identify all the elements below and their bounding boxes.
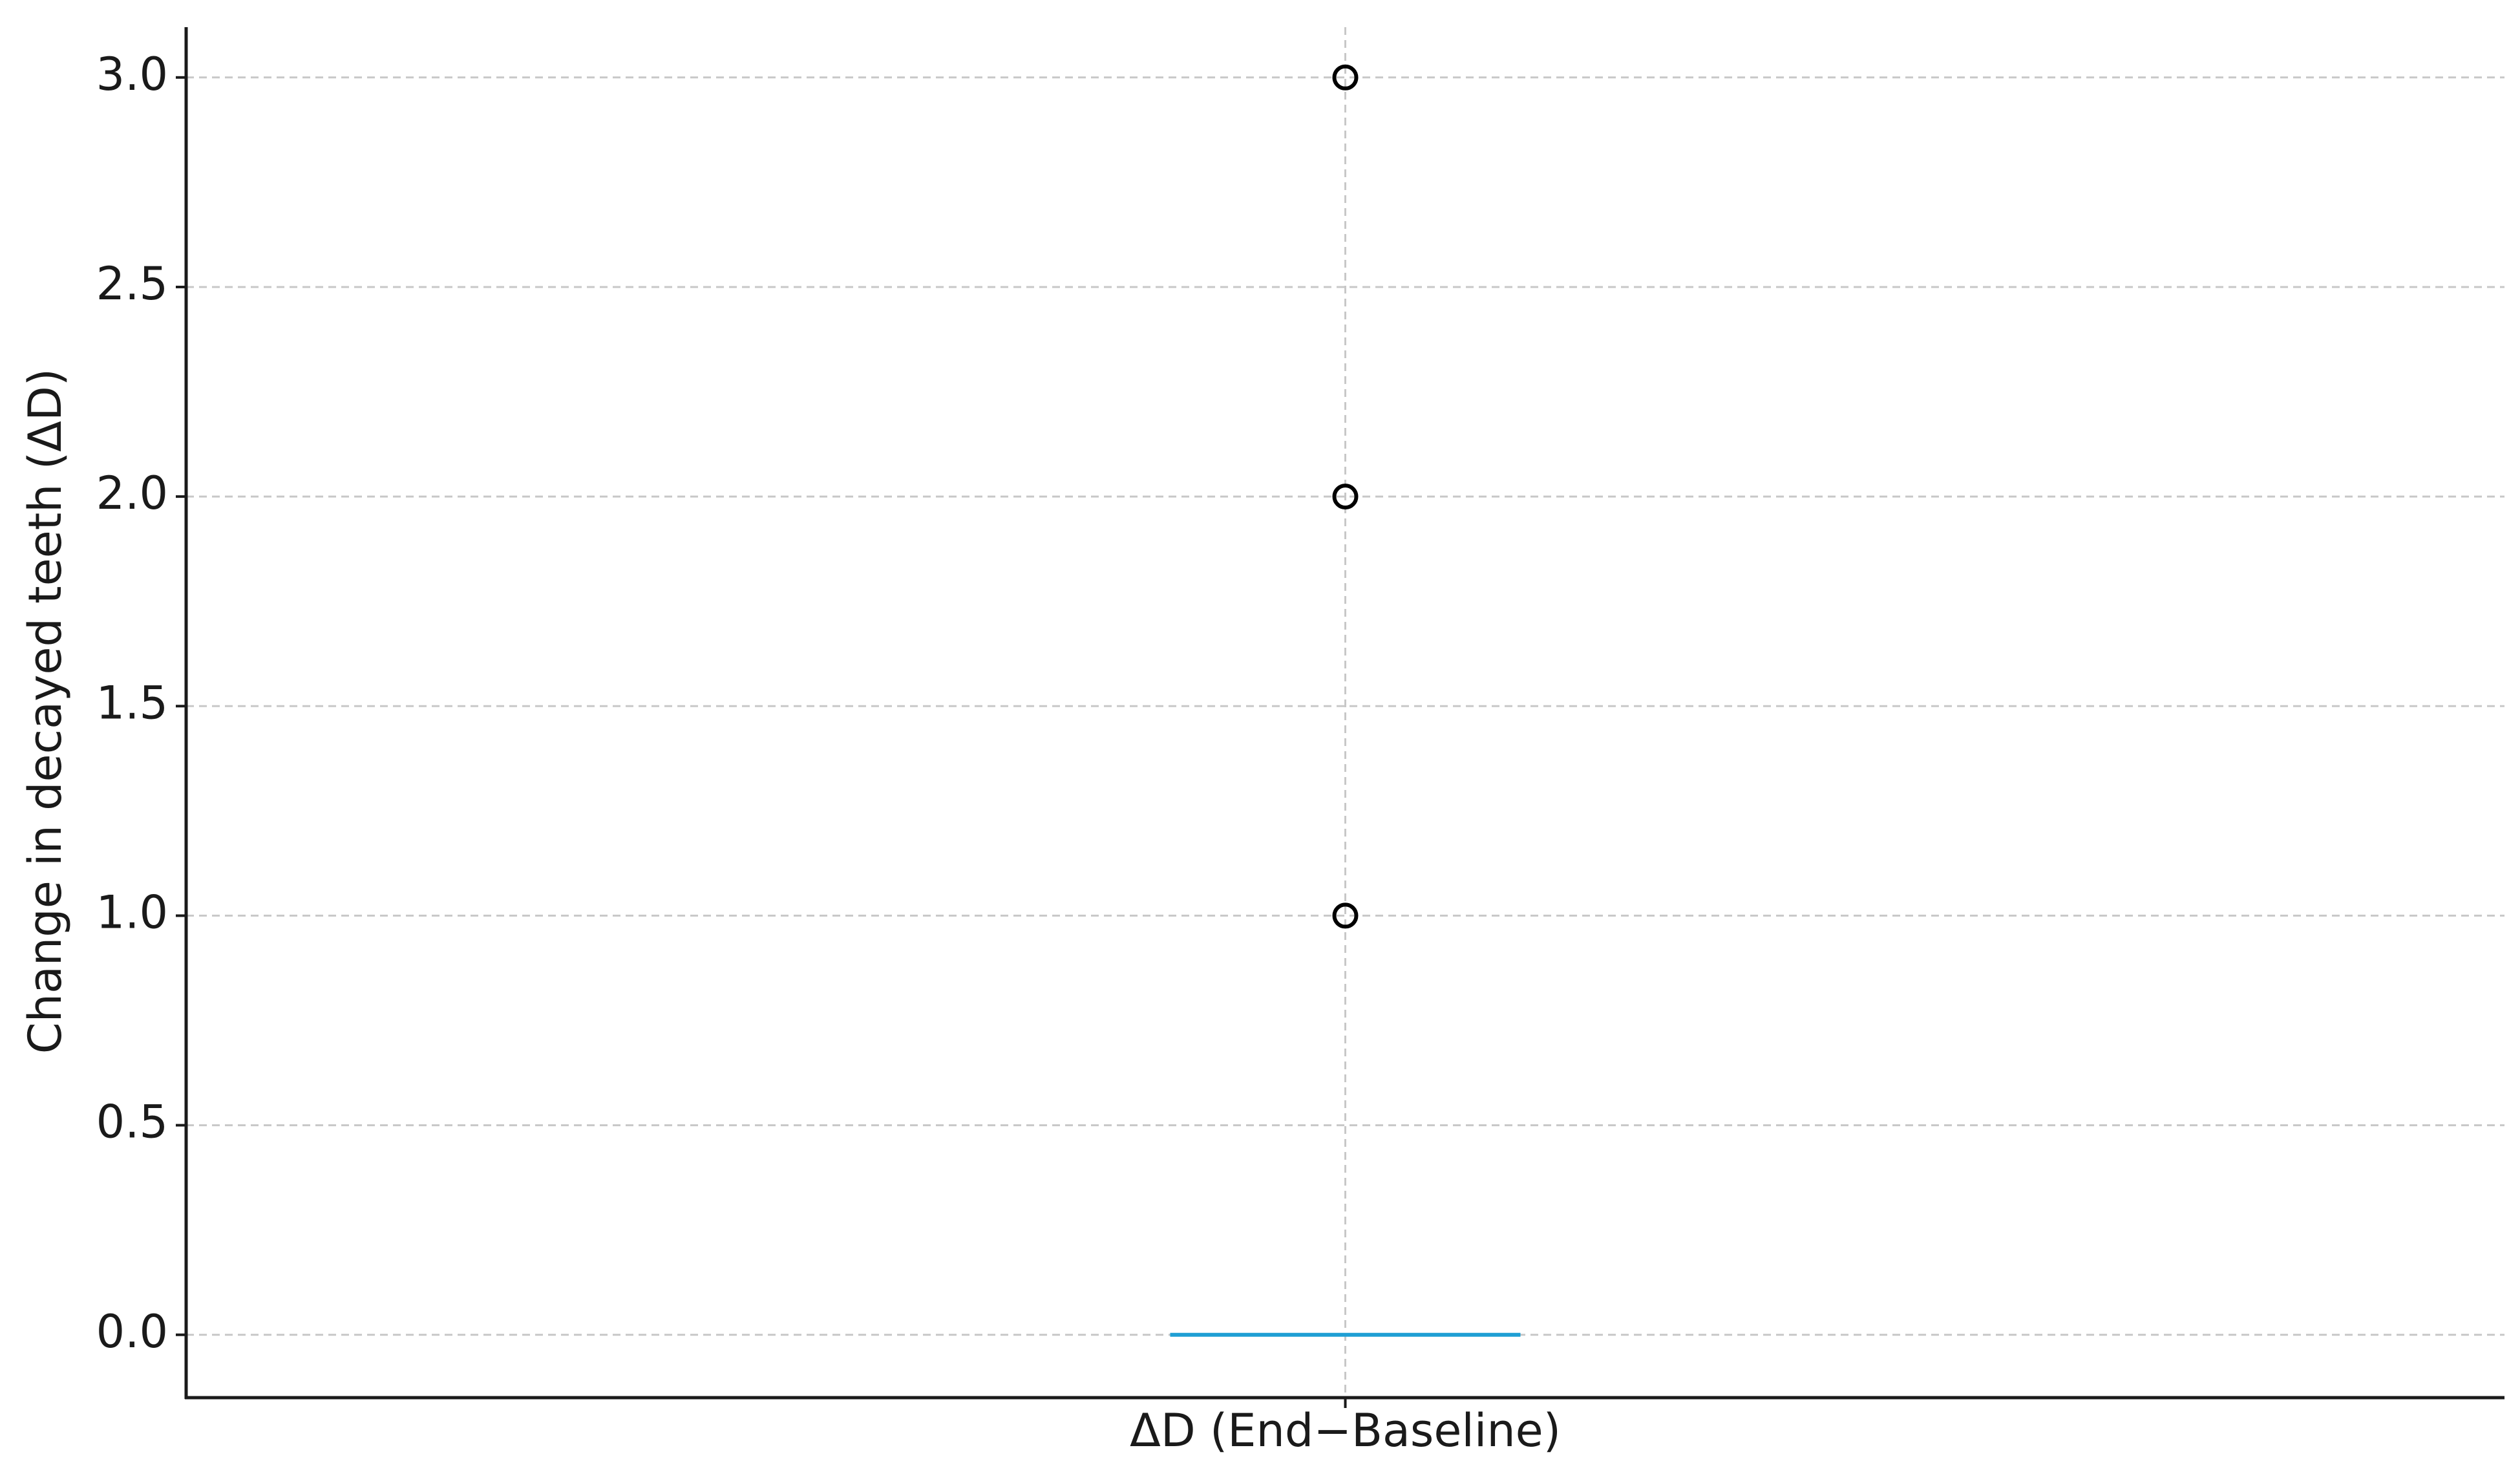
y-tick-label: 0.0 — [96, 1305, 168, 1358]
outlier — [1332, 902, 1359, 929]
y-tick-label: 0.5 — [96, 1096, 168, 1149]
y-tick-label: 2.0 — [96, 467, 168, 520]
y-tick-label: 1.0 — [96, 886, 168, 939]
y-tick-label: 3.0 — [96, 48, 168, 101]
y-tick-label: 2.5 — [96, 257, 168, 310]
y-axis-label: Change in decayed teeth (ΔD) — [19, 368, 72, 1054]
y-tick-label: 1.5 — [96, 676, 168, 729]
outlier — [1332, 484, 1359, 510]
outlier — [1332, 64, 1359, 91]
x-tick-label: ΔD (End−Baseline) — [1130, 1404, 1561, 1457]
